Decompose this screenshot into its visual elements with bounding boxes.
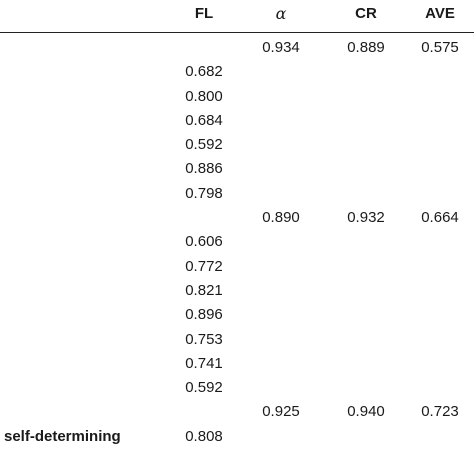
cell-ave: 0.723 xyxy=(421,403,459,421)
table-row: 0.682 xyxy=(0,60,474,84)
cell-fl: 0.800 xyxy=(185,87,223,105)
table-row: 0.684 xyxy=(0,109,474,133)
cell-fl: 0.753 xyxy=(185,330,223,348)
table-row: self-determining 0.808 xyxy=(0,425,474,449)
table-row: 0.886 xyxy=(0,157,474,181)
table-row: 0.800 xyxy=(0,85,474,109)
table-body: 0.934 0.889 0.575 0.682 0.800 0.684 0.592 0.886… xyxy=(0,36,474,449)
table-header: FL α CR AVE xyxy=(0,0,474,32)
header-alpha: α xyxy=(275,4,287,23)
table-row: 0.741 xyxy=(0,352,474,376)
row-label: self-determining xyxy=(4,427,121,445)
cell-ave: 0.664 xyxy=(421,209,459,227)
cell-fl: 0.886 xyxy=(185,160,223,178)
cell-fl: 0.798 xyxy=(185,184,223,202)
cell-cr: 0.940 xyxy=(347,403,385,421)
cell-fl: 0.821 xyxy=(185,281,223,299)
table-row: 0.753 xyxy=(0,328,474,352)
table-row: 0.592 xyxy=(0,133,474,157)
cell-fl: 0.772 xyxy=(185,257,223,275)
cell-alpha: 0.934 xyxy=(262,39,300,56)
cell-fl: 0.741 xyxy=(185,354,223,372)
cell-fl: 0.896 xyxy=(185,306,223,324)
header-ave: AVE xyxy=(425,5,455,22)
cell-alpha: 0.925 xyxy=(262,403,300,421)
table-row: 0.890 0.932 0.664 xyxy=(0,206,474,230)
header-fl: FL xyxy=(194,5,214,22)
header-rule xyxy=(0,32,474,33)
table-row: 0.896 xyxy=(0,303,474,327)
cell-fl: 0.592 xyxy=(185,379,223,397)
cell-cr: 0.932 xyxy=(347,209,385,227)
table-row: 0.606 xyxy=(0,230,474,254)
table-row: 0.798 xyxy=(0,182,474,206)
header-cr: CR xyxy=(355,5,377,22)
table-row: 0.592 xyxy=(0,376,474,400)
cell-cr: 0.889 xyxy=(347,39,385,56)
cell-fl: 0.592 xyxy=(185,136,223,154)
cell-alpha: 0.890 xyxy=(262,209,300,227)
cell-fl: 0.606 xyxy=(185,233,223,251)
table-row: 0.925 0.940 0.723 xyxy=(0,400,474,424)
cell-fl: 0.682 xyxy=(185,63,223,81)
table-row: 0.772 xyxy=(0,255,474,279)
cell-fl: 0.808 xyxy=(185,427,223,445)
table-row: 0.934 0.889 0.575 xyxy=(0,36,474,60)
table-row: 0.821 xyxy=(0,279,474,303)
cell-ave: 0.575 xyxy=(421,39,459,56)
cell-fl: 0.684 xyxy=(185,111,223,129)
